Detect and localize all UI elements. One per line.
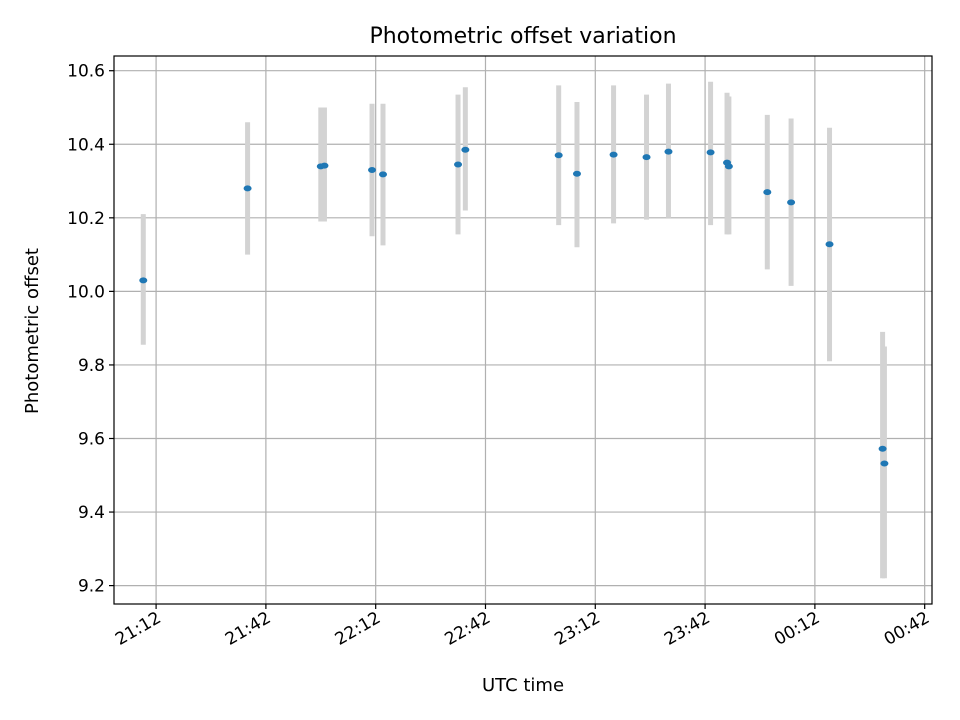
grid-layer	[114, 56, 932, 604]
data-point	[706, 149, 715, 156]
data-point	[880, 460, 889, 467]
y-tick-label: 10.4	[67, 135, 105, 155]
data-point	[609, 151, 618, 158]
data-point	[243, 185, 252, 192]
point-layer	[139, 146, 889, 467]
data-point	[724, 163, 733, 170]
data-point	[368, 167, 377, 174]
data-point	[642, 154, 651, 161]
x-axis-label: UTC time	[482, 675, 564, 696]
data-point	[825, 241, 834, 248]
data-point	[461, 146, 470, 153]
y-tick-label: 10.6	[67, 62, 105, 82]
data-point	[572, 170, 581, 177]
y-tick-label: 10.0	[67, 282, 105, 302]
data-point	[554, 152, 563, 159]
data-point	[787, 199, 796, 206]
data-point	[454, 161, 463, 168]
data-point	[379, 171, 388, 178]
data-point	[664, 148, 673, 155]
chart-title: Photometric offset variation	[369, 24, 676, 49]
y-tick-label: 9.6	[78, 429, 105, 449]
data-point	[139, 277, 148, 284]
data-point	[878, 445, 887, 452]
plot-frame	[113, 55, 933, 605]
y-tick-label: 9.2	[78, 577, 105, 597]
y-tick-label: 9.8	[78, 356, 105, 376]
y-tick-label: 9.4	[78, 503, 105, 523]
y-tick-label: 10.2	[67, 209, 105, 229]
data-point	[320, 162, 329, 169]
y-axis-label: Photometric offset	[22, 248, 43, 414]
data-point	[763, 189, 772, 196]
